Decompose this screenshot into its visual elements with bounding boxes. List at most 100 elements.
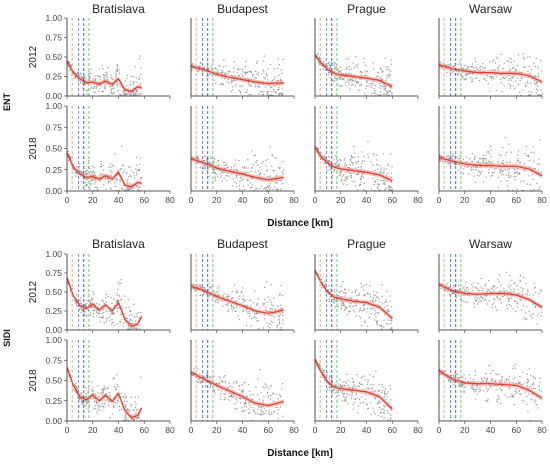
data-point: [524, 312, 527, 314]
data-point: [243, 167, 246, 169]
data-point: [387, 309, 389, 312]
data-point: [476, 174, 479, 176]
data-point: [521, 71, 523, 74]
data-point: [489, 386, 491, 389]
panel-title-prague: Prague: [347, 2, 386, 16]
data-point: [249, 182, 252, 184]
data-point: [383, 396, 385, 398]
data-point: [515, 388, 517, 390]
data-point: [219, 83, 221, 86]
data-point: [534, 399, 537, 401]
data-point: [118, 283, 120, 285]
data-point: [241, 390, 243, 392]
data-point: [380, 91, 382, 93]
data-point: [228, 295, 231, 297]
data-point: [377, 183, 379, 185]
data-point: [235, 177, 238, 179]
data-point: [374, 398, 377, 400]
data-point: [257, 93, 260, 95]
data-point: [267, 411, 270, 413]
data-point: [500, 169, 502, 171]
data-point: [342, 381, 344, 383]
data-point: [358, 311, 360, 313]
data-point: [328, 156, 330, 158]
data-point: [213, 168, 215, 171]
data-point: [462, 287, 464, 289]
data-point: [355, 81, 358, 83]
data-point: [80, 392, 82, 394]
data-point: [92, 177, 94, 179]
data-point: [519, 173, 521, 175]
data-point: [320, 60, 323, 62]
data-point: [242, 68, 244, 71]
data-point: [116, 383, 119, 386]
data-point: [372, 80, 374, 82]
data-point: [357, 155, 359, 158]
data-point: [452, 155, 455, 157]
data-point: [350, 302, 352, 305]
data-point: [537, 75, 539, 78]
data-point: [262, 60, 265, 62]
data-point: [523, 58, 525, 60]
data-point: [336, 164, 339, 166]
data-point: [83, 173, 85, 176]
data-point: [279, 304, 282, 306]
data-point: [353, 145, 355, 148]
data-point: [116, 299, 119, 301]
data-point: [469, 77, 472, 79]
data-point: [104, 178, 107, 180]
data-point: [348, 171, 350, 173]
data-point: [237, 68, 239, 71]
data-point: [75, 302, 77, 305]
data-point: [339, 384, 341, 386]
data-point: [134, 177, 136, 179]
data-point: [324, 156, 327, 159]
data-point: [388, 69, 390, 71]
data-point: [537, 169, 540, 171]
data-point: [126, 400, 129, 402]
data-point: [446, 283, 448, 285]
data-point: [388, 187, 391, 189]
data-point: [516, 161, 518, 163]
data-point: [268, 413, 270, 415]
data-point: [137, 311, 139, 314]
data-point: [370, 85, 372, 87]
data-point: [529, 314, 532, 317]
data-point: [540, 289, 542, 291]
data-point: [358, 185, 360, 187]
data-point: [448, 64, 450, 66]
data-point: [486, 390, 489, 392]
data-point: [225, 65, 227, 67]
data-point: [214, 171, 216, 174]
data-point: [79, 81, 82, 83]
data-point: [381, 172, 384, 174]
data-point: [526, 294, 528, 296]
data-point: [270, 307, 273, 310]
data-point: [375, 75, 377, 77]
data-point: [251, 85, 253, 87]
data-point: [329, 67, 331, 69]
data-point: [260, 409, 262, 411]
x-tick-label: 60: [264, 195, 274, 205]
x-tick-label: 40: [486, 425, 496, 435]
data-point: [364, 321, 366, 324]
data-point: [342, 384, 344, 387]
data-point: [231, 309, 234, 311]
data-point: [116, 171, 118, 173]
data-point: [231, 74, 233, 77]
data-point: [475, 388, 478, 390]
data-point: [347, 379, 349, 382]
data-point: [500, 284, 502, 286]
data-point: [226, 172, 228, 174]
data-point: [508, 375, 511, 377]
data-point: [267, 90, 269, 93]
data-point: [509, 275, 511, 277]
data-point: [227, 303, 229, 305]
data-point: [116, 84, 119, 87]
data-point: [391, 188, 393, 190]
data-point: [92, 172, 94, 174]
data-point: [252, 410, 255, 412]
data-point: [362, 289, 365, 291]
y-tick-label: 0.50: [45, 376, 62, 386]
data-point: [374, 413, 376, 415]
